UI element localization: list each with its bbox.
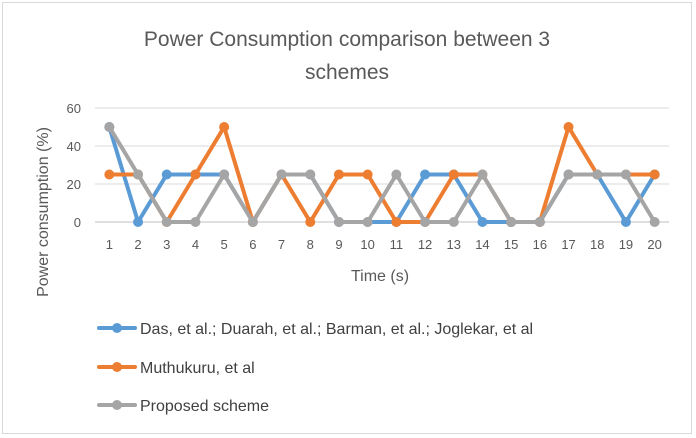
x-tick-label: 12 <box>418 237 432 252</box>
x-axis-title: Time (s) <box>351 268 409 285</box>
data-point <box>305 217 316 227</box>
x-tick-label: 15 <box>504 237 518 252</box>
chart-title-line-2: schemes <box>305 61 389 84</box>
legend-label: Proposed scheme <box>140 398 269 415</box>
legend-point-marker <box>112 362 122 372</box>
data-point <box>563 122 574 132</box>
x-axis-ticks: 1 2 3 4 5 6 7 8 9 10 11 12 13 14 15 16 17 18 19 20 <box>106 237 662 252</box>
data-point <box>133 169 144 180</box>
legend: Das, et al.; Duarah, et al.; Barman, et … <box>97 321 533 415</box>
data-point <box>161 217 172 227</box>
series-line <box>107 125 657 224</box>
data-point <box>305 169 316 180</box>
data-point <box>161 169 172 180</box>
legend-item: Muthukuru, et al <box>97 360 255 377</box>
y-tick-label: 60 <box>67 101 81 116</box>
data-point <box>104 169 115 180</box>
data-point <box>563 169 574 180</box>
data-point <box>592 169 603 180</box>
data-point <box>649 169 660 180</box>
series-3 <box>104 122 660 227</box>
data-point <box>649 217 660 227</box>
legend-item: Proposed scheme <box>97 398 269 415</box>
y-tick-label: 40 <box>67 139 81 154</box>
x-tick-label: 2 <box>134 237 141 252</box>
x-tick-label: 7 <box>278 237 285 252</box>
x-tick-label: 18 <box>590 237 604 252</box>
x-tick-label: 3 <box>163 237 170 252</box>
x-tick-label: 11 <box>390 237 404 252</box>
data-point <box>534 217 545 227</box>
x-tick-label: 6 <box>249 237 256 252</box>
chart-title-line-1: Power Consumption comparison between 3 <box>144 28 550 51</box>
y-axis-ticks: 0 20 40 60 <box>67 101 81 230</box>
data-point <box>391 169 402 180</box>
data-point <box>219 169 230 180</box>
x-tick-label: 17 <box>561 237 575 252</box>
data-point <box>362 169 373 180</box>
data-point <box>247 217 258 227</box>
data-point <box>420 169 431 180</box>
x-tick-label: 13 <box>447 237 461 252</box>
x-tick-label: 14 <box>475 237 489 252</box>
legend-point-marker <box>112 323 122 333</box>
legend-label: Muthukuru, et al <box>140 360 255 377</box>
legend-label: Das, et al.; Duarah, et al.; Barman, et … <box>140 321 533 338</box>
series-lines <box>104 122 660 227</box>
data-point <box>506 217 517 227</box>
x-tick-label: 20 <box>647 237 661 252</box>
data-point <box>133 217 144 227</box>
data-point <box>219 122 230 132</box>
x-tick-label: 16 <box>533 237 547 252</box>
data-point <box>620 217 631 227</box>
y-tick-label: 20 <box>67 177 81 192</box>
x-tick-label: 9 <box>335 237 342 252</box>
data-point <box>477 217 488 227</box>
data-point <box>190 169 201 180</box>
legend-point-marker <box>112 400 122 410</box>
x-tick-label: 1 <box>106 237 113 252</box>
x-tick-label: 10 <box>360 237 374 252</box>
legend-item: Das, et al.; Duarah, et al.; Barman, et … <box>97 321 533 338</box>
y-tick-label: 0 <box>74 215 81 230</box>
data-point <box>448 217 459 227</box>
data-point <box>448 169 459 180</box>
data-point <box>333 169 344 180</box>
data-point <box>362 217 373 227</box>
data-point <box>276 169 287 180</box>
x-tick-label: 4 <box>192 237 199 252</box>
x-tick-label: 19 <box>619 237 633 252</box>
data-point <box>333 217 344 227</box>
data-point <box>190 217 201 227</box>
data-point <box>420 217 431 227</box>
x-tick-label: 8 <box>307 237 314 252</box>
gridlines <box>95 107 669 223</box>
data-point <box>391 217 402 227</box>
data-point <box>620 169 631 180</box>
x-tick-label: 5 <box>221 237 228 252</box>
data-point <box>104 122 115 132</box>
data-point <box>477 169 488 180</box>
y-axis-title: Power consumption (%) <box>35 127 52 297</box>
